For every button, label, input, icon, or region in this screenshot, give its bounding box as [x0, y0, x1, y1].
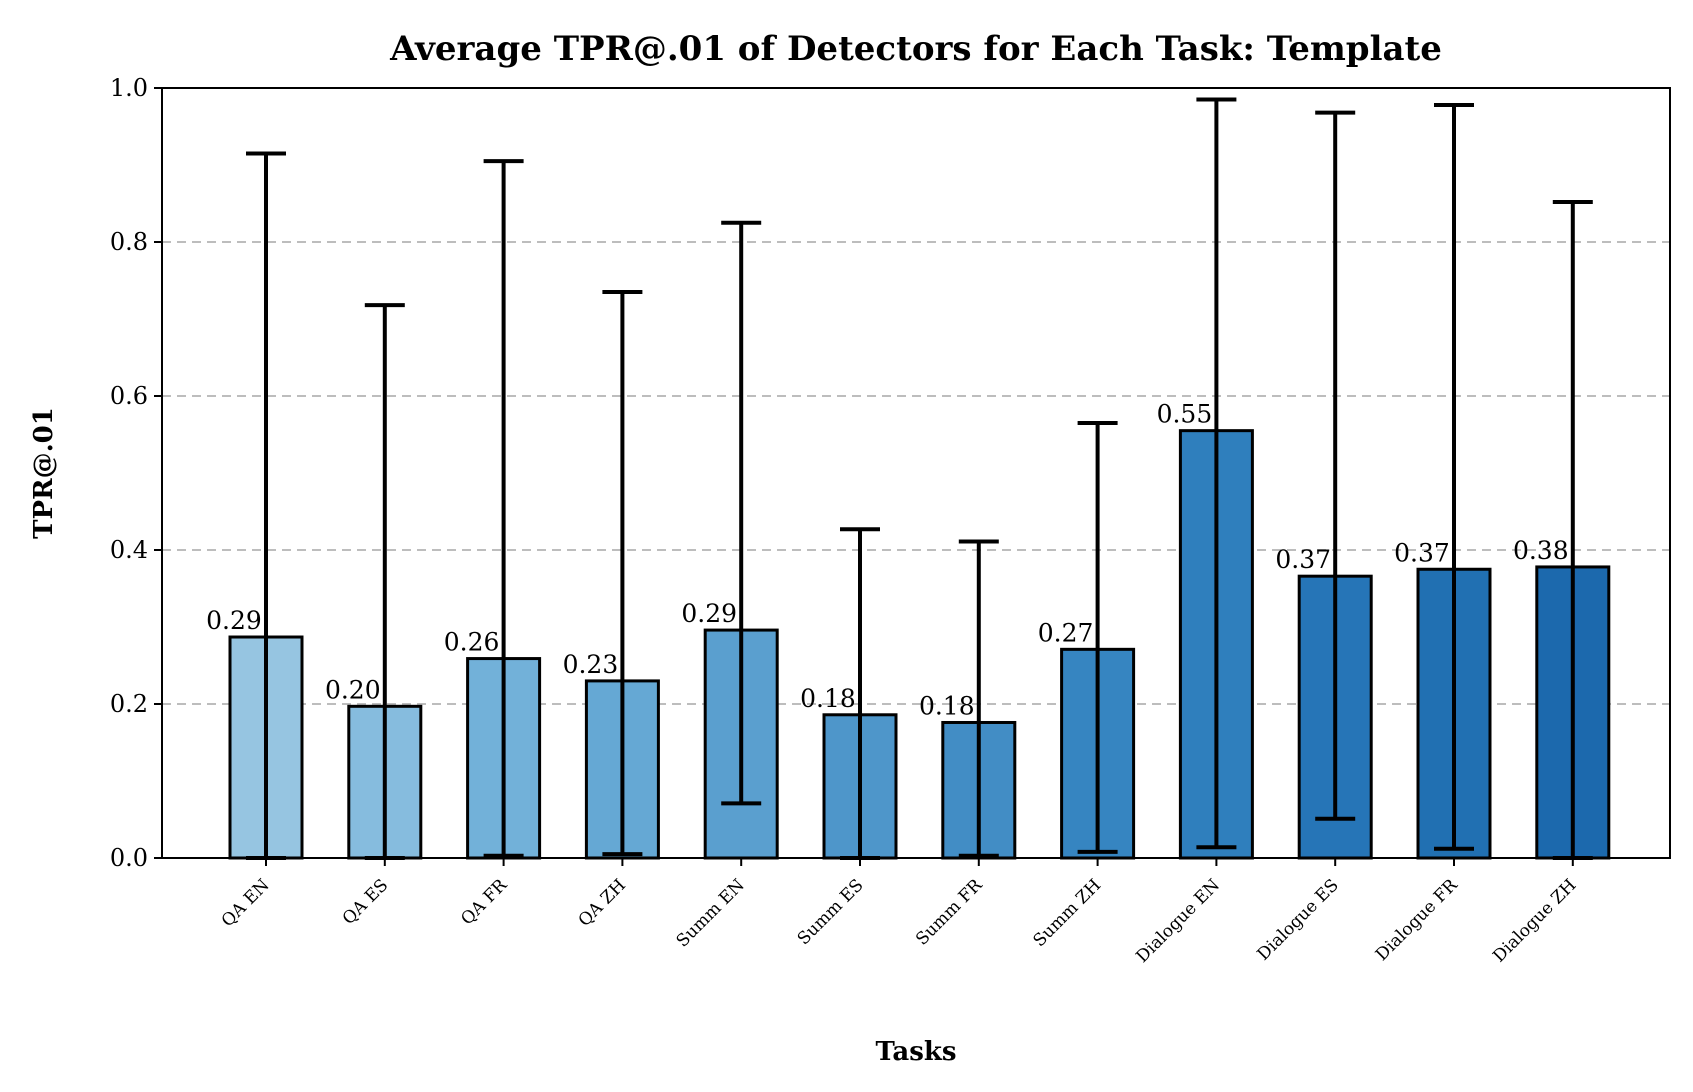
data-label: 0.38	[1513, 536, 1569, 565]
bars	[228, 429, 1611, 860]
y-tick-label: 0.6	[110, 382, 148, 410]
x-tick-label: Summ FR	[912, 875, 987, 950]
y-tick-label: 0.8	[110, 228, 148, 256]
gridlines	[162, 241, 1670, 705]
y-axis-label: TPR@.01	[29, 407, 59, 539]
data-label: 0.37	[1394, 538, 1450, 567]
x-tick-label: Dialogue EN	[1132, 875, 1224, 967]
x-tick-label: Summ EN	[673, 875, 749, 951]
x-tick-label: QA ZH	[575, 875, 630, 930]
data-label: 0.18	[800, 684, 856, 713]
y-tick-label: 0.4	[110, 536, 148, 564]
x-axis-ticks: QA EN QA ES QA FR QA ZH Summ EN Summ ES Summ F…	[218, 858, 1580, 967]
data-label: 0.26	[444, 628, 500, 657]
plot-frame	[161, 87, 1671, 859]
y-tick-label: 0.2	[110, 690, 148, 718]
x-tick-label: Summ ES	[794, 875, 868, 949]
x-tick-label: Dialogue ZH	[1489, 875, 1580, 966]
x-tick-label: Summ ZH	[1030, 875, 1106, 951]
data-label: 0.27	[1038, 618, 1094, 647]
x-axis-label: Tasks	[876, 1037, 957, 1067]
y-tick-label: 1.0	[110, 74, 148, 102]
x-tick-label: QA EN	[218, 875, 274, 931]
data-label: 0.29	[681, 599, 737, 628]
x-tick-label: Dialogue ES	[1253, 875, 1342, 964]
y-tick-label: 0.0	[110, 844, 148, 872]
data-label: 0.55	[1157, 400, 1213, 429]
error-bars	[246, 97, 1593, 860]
data-label: 0.20	[325, 675, 381, 704]
data-label: 0.29	[206, 606, 262, 635]
x-tick-label: QA FR	[457, 875, 512, 930]
data-label: 0.23	[563, 650, 619, 679]
y-axis-ticks: 0.0 0.2 0.4 0.6 0.8 1.0	[110, 74, 162, 872]
chart-title: Average TPR@.01 of Detectors for Each Ta…	[389, 29, 1442, 69]
x-tick-label: QA ES	[339, 875, 393, 929]
x-tick-label: Dialogue FR	[1372, 875, 1462, 965]
value-labels: 0.29 0.20 0.26 0.23 0.29 0.18 0.18 0.27 0.55 0.37…	[206, 400, 1568, 721]
data-label: 0.37	[1275, 545, 1331, 574]
data-label: 0.18	[919, 691, 975, 720]
